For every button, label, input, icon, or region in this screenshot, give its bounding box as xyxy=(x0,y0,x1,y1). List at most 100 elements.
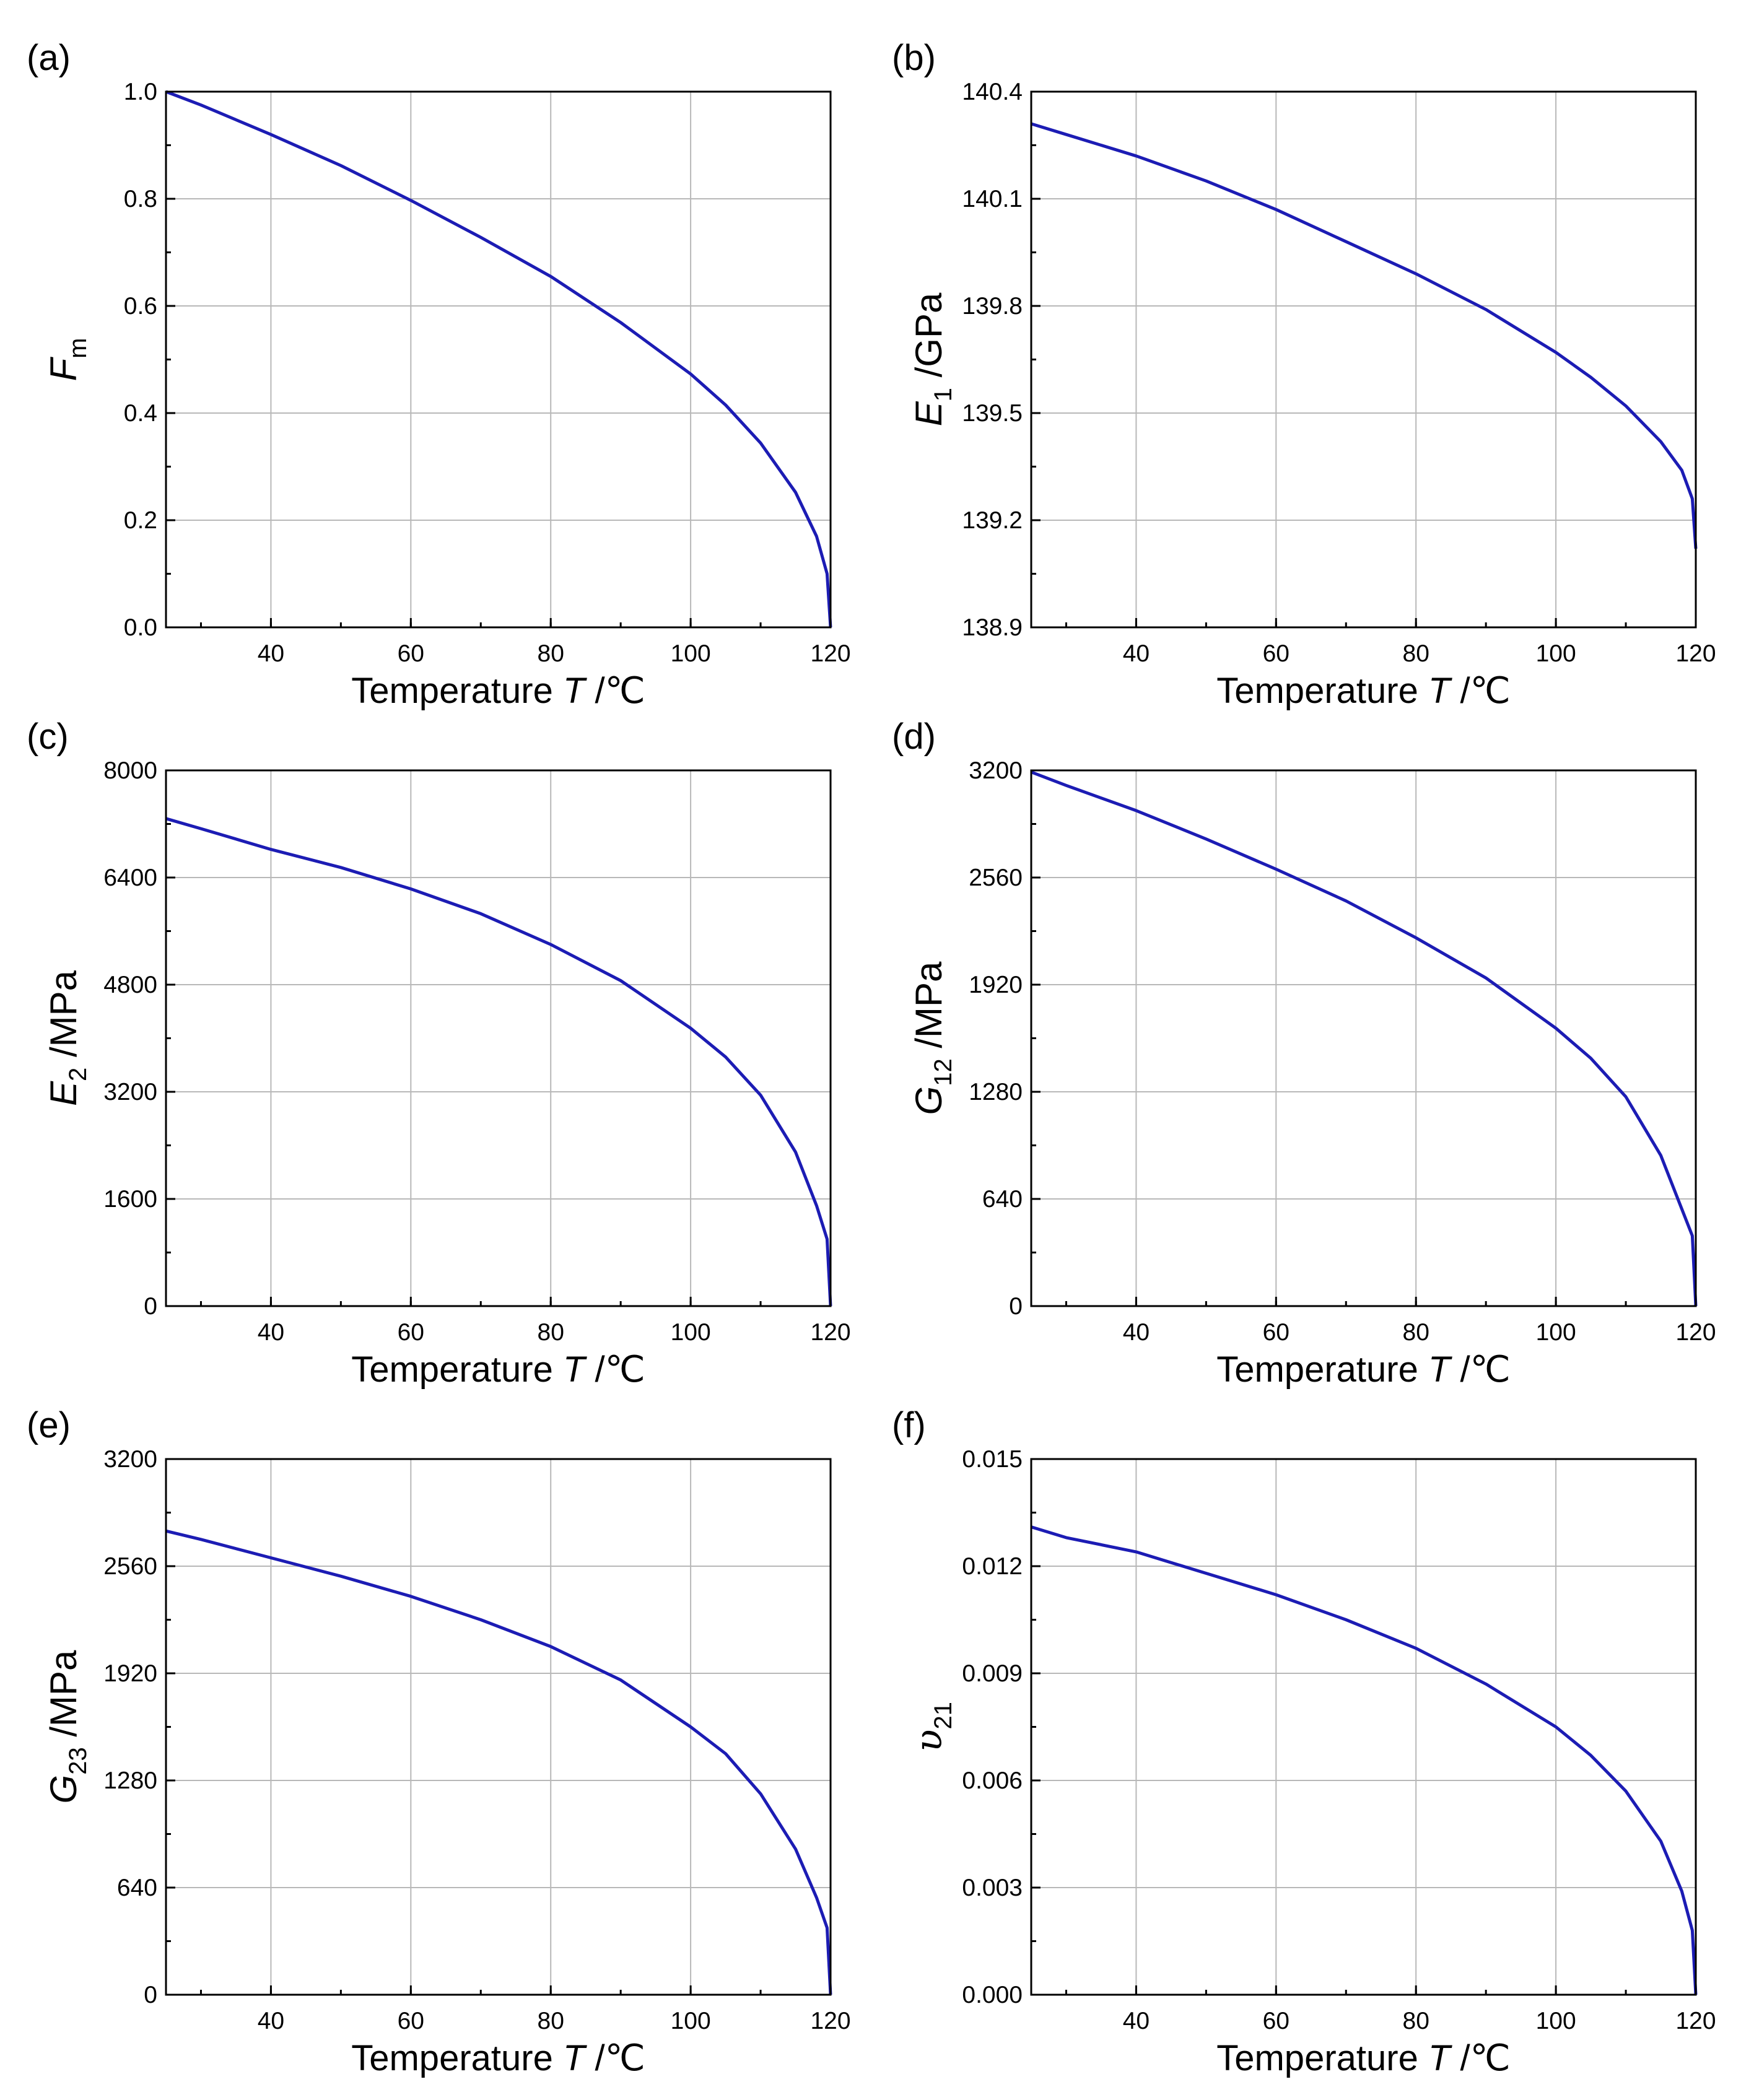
y-tick-label: 139.5 xyxy=(962,400,1023,427)
y-tick-label: 1280 xyxy=(969,1079,1023,1105)
panel-label: (b) xyxy=(892,38,936,78)
chart-panel-3: (c) 40 60 80 100 120 0 1600 3200 4800 6400 8000 Temp… xyxy=(27,717,851,1390)
x-tick-label: 100 xyxy=(1536,1319,1576,1346)
y-tick-label: 640 xyxy=(117,1875,157,1901)
y-tick-label: 0 xyxy=(144,1293,157,1320)
plot-frame xyxy=(1030,769,1697,1307)
x-tick-label: 60 xyxy=(1263,1319,1289,1346)
x-tick-label: 120 xyxy=(1675,640,1716,667)
y-tick-label: 138.9 xyxy=(962,614,1023,641)
y-tick-label: 0.2 xyxy=(124,507,157,534)
x-tick-label: 40 xyxy=(258,1319,284,1346)
y-axis-title: υ21 xyxy=(907,1702,957,1752)
y-tick-label: 0.009 xyxy=(962,1660,1023,1687)
y-tick-label: 140.4 xyxy=(962,79,1023,105)
x-tick-label: 120 xyxy=(1675,2008,1716,2034)
x-tick-label: 80 xyxy=(538,640,564,667)
y-tick-label: 0.6 xyxy=(124,293,157,320)
series-line-g23 xyxy=(165,1529,832,1995)
panel-label: (a) xyxy=(27,38,71,78)
plot-frame xyxy=(1030,90,1697,629)
x-tick-label: 80 xyxy=(538,2008,564,2034)
y-tick-label: 4800 xyxy=(103,972,157,998)
plot-frame xyxy=(165,90,832,629)
chart-panel-1: (a) 40 60 80 100 120 0.0 0.2 0.4 0.6 0.8 1.0 Tempera… xyxy=(27,38,851,711)
panel-label: (e) xyxy=(27,1405,71,1445)
x-tick-label: 60 xyxy=(398,640,424,667)
y-tick-label: 8000 xyxy=(103,757,157,784)
y-tick-label: 2560 xyxy=(969,865,1023,891)
y-tick-label: 0 xyxy=(1009,1293,1023,1320)
x-tick-label: 120 xyxy=(810,1319,850,1346)
x-tick-label: 120 xyxy=(810,2008,850,2034)
x-tick-label: 80 xyxy=(1403,640,1429,667)
x-axis-title: Temperature T /℃ xyxy=(351,1349,645,1390)
chart-panel-4: (d) 40 60 80 100 120 0 640 1280 1920 2560 3200 Tempe… xyxy=(892,717,1716,1390)
y-tick-label: 0.015 xyxy=(962,1446,1023,1473)
x-tick-label: 100 xyxy=(1536,2008,1576,2034)
y-tick-label: 3200 xyxy=(969,757,1023,784)
x-tick-label: 100 xyxy=(1536,640,1576,667)
chart-panel-6: (f) 40 60 80 100 120 0.000 0.003 0.006 0.009 0.012… xyxy=(892,1405,1716,2078)
x-tick-label: 120 xyxy=(810,640,850,667)
x-tick-label: 40 xyxy=(1123,2008,1150,2034)
y-tick-label: 1600 xyxy=(103,1186,157,1213)
y-tick-label: 139.2 xyxy=(962,507,1023,534)
series-line-e2 xyxy=(165,817,832,1307)
x-tick-label: 80 xyxy=(538,1319,564,1346)
y-tick-label: 3200 xyxy=(103,1079,157,1105)
x-axis-title: Temperature T /℃ xyxy=(1216,671,1511,711)
plot-frame xyxy=(165,1458,832,1996)
x-tick-label: 100 xyxy=(671,640,711,667)
x-axis-title: Temperature T /℃ xyxy=(1216,1349,1511,1390)
y-tick-label: 0.4 xyxy=(124,400,157,427)
y-tick-label: 3200 xyxy=(103,1446,157,1473)
y-tick-label: 0.003 xyxy=(962,1875,1023,1901)
x-axis-title: Temperature T /℃ xyxy=(351,671,645,711)
x-tick-label: 120 xyxy=(1675,1319,1716,1346)
y-tick-label: 640 xyxy=(982,1186,1023,1213)
plot-frame xyxy=(165,769,832,1307)
series-line-fm xyxy=(165,90,832,628)
panel-label: (c) xyxy=(27,717,69,757)
x-tick-label: 80 xyxy=(1403,1319,1429,1346)
x-tick-label: 60 xyxy=(398,2008,424,2034)
x-tick-label: 100 xyxy=(671,2008,711,2034)
y-axis-title: E1 /GPa xyxy=(908,292,957,426)
x-axis-title: Temperature T /℃ xyxy=(1216,2038,1511,2078)
x-tick-label: 100 xyxy=(671,1319,711,1346)
y-tick-label: 6400 xyxy=(103,865,157,891)
x-tick-label: 40 xyxy=(258,2008,284,2034)
y-tick-label: 1.0 xyxy=(124,79,157,105)
x-tick-label: 60 xyxy=(1263,2008,1289,2034)
y-tick-label: 1280 xyxy=(103,1767,157,1794)
series-line-e1 xyxy=(1031,122,1698,549)
y-tick-label: 140.1 xyxy=(962,186,1023,212)
plot-frame xyxy=(1030,1458,1697,1996)
y-tick-label: 0.006 xyxy=(962,1767,1023,1794)
x-tick-label: 60 xyxy=(1263,640,1289,667)
y-tick-label: 139.8 xyxy=(962,293,1023,320)
x-tick-label: 40 xyxy=(258,640,284,667)
x-tick-label: 80 xyxy=(1403,2008,1429,2034)
y-tick-label: 0 xyxy=(144,1982,157,2008)
x-tick-label: 40 xyxy=(1123,640,1150,667)
y-tick-label: 2560 xyxy=(103,1553,157,1580)
panel-label: (f) xyxy=(892,1405,926,1445)
y-axis-title: Fm xyxy=(43,338,92,381)
y-axis-title: E2 /MPa xyxy=(43,970,92,1106)
y-tick-label: 1920 xyxy=(969,972,1023,998)
y-axis-title: G12 /MPa xyxy=(908,961,957,1115)
x-tick-label: 60 xyxy=(398,1319,424,1346)
x-tick-label: 40 xyxy=(1123,1319,1150,1346)
panel-label: (d) xyxy=(892,717,936,757)
x-axis-title: Temperature T /℃ xyxy=(351,2038,645,2078)
y-axis-title: G23 /MPa xyxy=(43,1650,92,1804)
y-tick-label: 1920 xyxy=(103,1660,157,1687)
chart-panel-5: (e) 40 60 80 100 120 0 640 1280 1920 2560 3200 Tempe… xyxy=(27,1405,851,2078)
series-line-v21 xyxy=(1031,1525,1698,1995)
y-tick-label: 0.8 xyxy=(124,186,157,212)
series-line-g12 xyxy=(1031,770,1698,1307)
chart-panel-2: (b) 40 60 80 100 120 138.9 139.2 139.5 139.8 140.1… xyxy=(892,38,1716,711)
